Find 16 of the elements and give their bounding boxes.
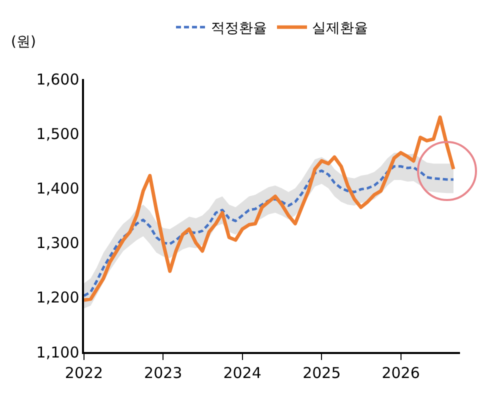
x-tick-label: 2024 (223, 364, 262, 382)
y-axis-title: (원) (11, 34, 36, 50)
legend-label: 실제환율 (312, 20, 368, 37)
y-tick-label: 1,400 (36, 179, 80, 198)
y-tick-label: 1,300 (36, 234, 80, 252)
y-tick-label: 1,100 (36, 343, 80, 362)
y-tick-label: 1,600 (36, 70, 80, 88)
x-tick-label: 2026 (382, 364, 420, 382)
x-tick-label: 2022 (64, 364, 104, 382)
y-tick-label: 1,200 (36, 288, 80, 307)
y-tick-label: 1,500 (36, 124, 80, 143)
line-series (84, 115, 456, 302)
x-tick-label: 2025 (302, 364, 341, 382)
x-tick-label: 2023 (144, 364, 182, 382)
line-series (84, 165, 455, 298)
legend-label: 적정환율 (211, 20, 267, 37)
